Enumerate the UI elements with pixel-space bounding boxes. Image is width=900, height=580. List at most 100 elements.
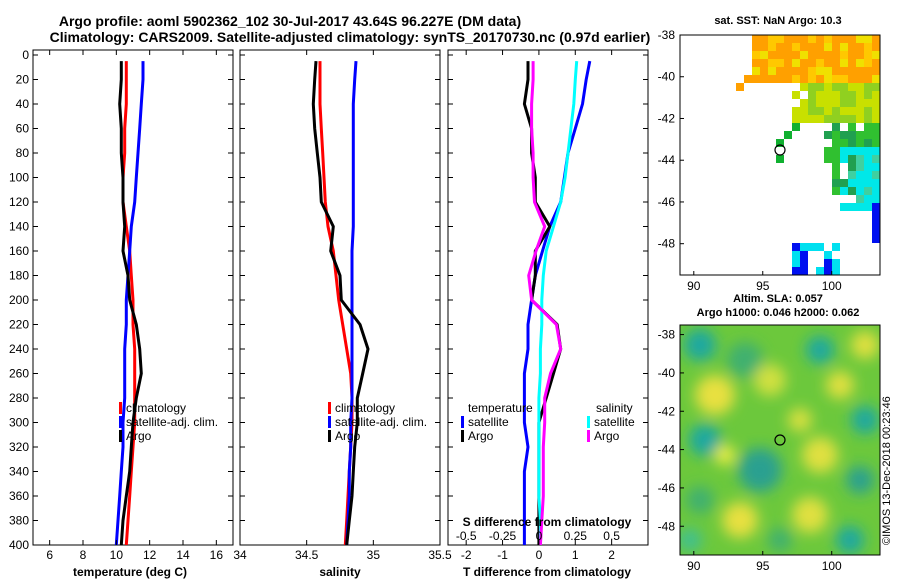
sst-cell <box>872 75 880 83</box>
sst-cell <box>824 259 832 267</box>
salinity-xlabel: salinity <box>319 565 361 579</box>
sst-cell <box>872 235 880 243</box>
sst-cell <box>872 123 880 131</box>
depth-tick-label: 180 <box>9 269 29 283</box>
series-line-argo <box>311 60 370 545</box>
sst-cell <box>776 35 784 43</box>
sst-cell <box>824 147 832 155</box>
sst-cell <box>752 67 760 75</box>
sst-cell <box>800 259 808 267</box>
sst-cell <box>776 59 784 67</box>
sst-cell <box>864 131 872 139</box>
sst-cell <box>840 99 848 107</box>
sst-cell <box>776 43 784 51</box>
sst-cell <box>768 51 776 59</box>
x-tick-label: 35.5 <box>428 548 452 562</box>
legend-label-t-argo: Argo <box>468 429 494 443</box>
sst-cell <box>848 91 856 99</box>
x-tick-label: 34.5 <box>295 548 319 562</box>
sst-cell <box>752 75 760 83</box>
sla-argo-position-marker <box>774 434 786 446</box>
sst-map-y-ticks: -38 -40 -42 -44 -46 -48 <box>658 28 684 251</box>
depth-tick-label: 320 <box>9 440 29 454</box>
sst-cell <box>800 51 808 59</box>
sst-cell <box>864 139 872 147</box>
sst-cell <box>816 83 824 91</box>
map-y-tick-label: -42 <box>658 404 676 418</box>
legend-swatch-argo <box>119 430 122 442</box>
sst-cell <box>856 107 864 115</box>
sst-cell <box>856 139 864 147</box>
map-y-tick-label: -42 <box>658 111 676 125</box>
series-line-satellite-adj-clim- <box>345 60 358 545</box>
sst-cell <box>832 163 840 171</box>
x-tick-label: 35 <box>367 548 381 562</box>
sst-cell <box>840 59 848 67</box>
sst-cell <box>872 227 880 235</box>
x2-tick-label: 0.5 <box>603 529 620 543</box>
sla-blobs <box>680 329 879 554</box>
legend-swatch-satellite <box>328 416 331 428</box>
sst-cell <box>808 35 816 43</box>
sst-cell <box>872 171 880 179</box>
sst-cell <box>864 59 872 67</box>
sst-cell <box>848 139 856 147</box>
sst-cell <box>792 243 800 251</box>
sst-cell <box>760 67 768 75</box>
sst-cell <box>832 107 840 115</box>
sst-cell <box>816 35 824 43</box>
sst-cell <box>848 75 856 83</box>
depth-tick-label: 40 <box>16 97 30 111</box>
sst-cell <box>856 67 864 75</box>
legend-swatch-s-argo <box>587 430 590 442</box>
map-y-tick-label: -44 <box>658 443 676 457</box>
sla-blob <box>802 437 838 473</box>
sst-cell <box>792 35 800 43</box>
legend-swatch-argo <box>328 430 331 442</box>
depth-tick-label: 400 <box>9 538 29 552</box>
depth-axis-labels: 0 20 40 60 80 100 120 140 160 180 200 220 240 260 280 3… <box>9 48 29 552</box>
x-tick-label: 16 <box>210 548 224 562</box>
sst-cell <box>808 75 816 83</box>
sst-cell <box>832 147 840 155</box>
sst-cell <box>856 43 864 51</box>
sst-cell <box>856 51 864 59</box>
sst-cell <box>872 91 880 99</box>
legend-label-satellite: satellite-adj. clim. <box>126 415 218 429</box>
depth-tick-label: 260 <box>9 367 29 381</box>
legend-label-argo: Argo <box>335 429 361 443</box>
sst-cell <box>808 115 816 123</box>
sst-cell <box>856 131 864 139</box>
sst-cell <box>752 43 760 51</box>
map-y-tick-label: -48 <box>658 519 676 533</box>
difference-legend: temperature satellite Argo salinity sate… <box>461 401 635 443</box>
x-tick-labels: 6 8 10 12 14 16 34 34.5 35 35.5 -2 -1 0 1 2-0.5 -0.25 0 0… <box>46 529 620 562</box>
sst-cell <box>872 107 880 115</box>
sst-cell <box>864 179 872 187</box>
sst-cell <box>864 51 872 59</box>
sst-cell <box>856 179 864 187</box>
temperature-xlabel: temperature (deg C) <box>73 565 187 579</box>
sst-cell <box>840 147 848 155</box>
sst-cell <box>800 75 808 83</box>
sst-cell <box>800 99 808 107</box>
sst-cell <box>856 35 864 43</box>
sst-cell <box>848 171 856 179</box>
sst-cell <box>848 131 856 139</box>
sst-cell <box>848 51 856 59</box>
sst-cell <box>872 43 880 51</box>
sst-cell <box>824 67 832 75</box>
sst-cell <box>784 51 792 59</box>
sst-cell <box>824 43 832 51</box>
sst-cell <box>816 107 824 115</box>
x-tick-label: -1 <box>497 548 508 562</box>
map-y-tick-label: -48 <box>658 237 676 251</box>
sla-blob <box>806 336 834 364</box>
sst-cell <box>832 259 840 267</box>
depth-tick-label: 360 <box>9 489 29 503</box>
sst-cell <box>768 35 776 43</box>
sst-cell <box>872 51 880 59</box>
sst-cell <box>776 67 784 75</box>
series-line-climatology <box>121 61 137 545</box>
sst-cell <box>856 115 864 123</box>
